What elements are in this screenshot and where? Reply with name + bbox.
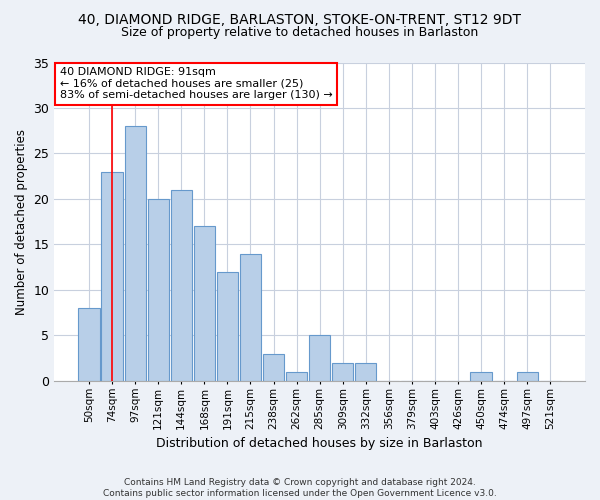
- Bar: [148, 199, 169, 381]
- Bar: [332, 363, 353, 381]
- Bar: [170, 190, 192, 381]
- Bar: [286, 372, 307, 381]
- Text: Size of property relative to detached houses in Barlaston: Size of property relative to detached ho…: [121, 26, 479, 39]
- Bar: [217, 272, 238, 381]
- Bar: [355, 363, 376, 381]
- Bar: [517, 372, 538, 381]
- Bar: [194, 226, 215, 381]
- Bar: [101, 172, 122, 381]
- Bar: [125, 126, 146, 381]
- Bar: [470, 372, 491, 381]
- Bar: [240, 254, 261, 381]
- Bar: [309, 336, 330, 381]
- Y-axis label: Number of detached properties: Number of detached properties: [15, 128, 28, 314]
- Bar: [263, 354, 284, 381]
- Bar: [79, 308, 100, 381]
- Text: Contains HM Land Registry data © Crown copyright and database right 2024.
Contai: Contains HM Land Registry data © Crown c…: [103, 478, 497, 498]
- Text: 40, DIAMOND RIDGE, BARLASTON, STOKE-ON-TRENT, ST12 9DT: 40, DIAMOND RIDGE, BARLASTON, STOKE-ON-T…: [79, 12, 521, 26]
- X-axis label: Distribution of detached houses by size in Barlaston: Distribution of detached houses by size …: [157, 437, 483, 450]
- Text: 40 DIAMOND RIDGE: 91sqm
← 16% of detached houses are smaller (25)
83% of semi-de: 40 DIAMOND RIDGE: 91sqm ← 16% of detache…: [59, 68, 332, 100]
